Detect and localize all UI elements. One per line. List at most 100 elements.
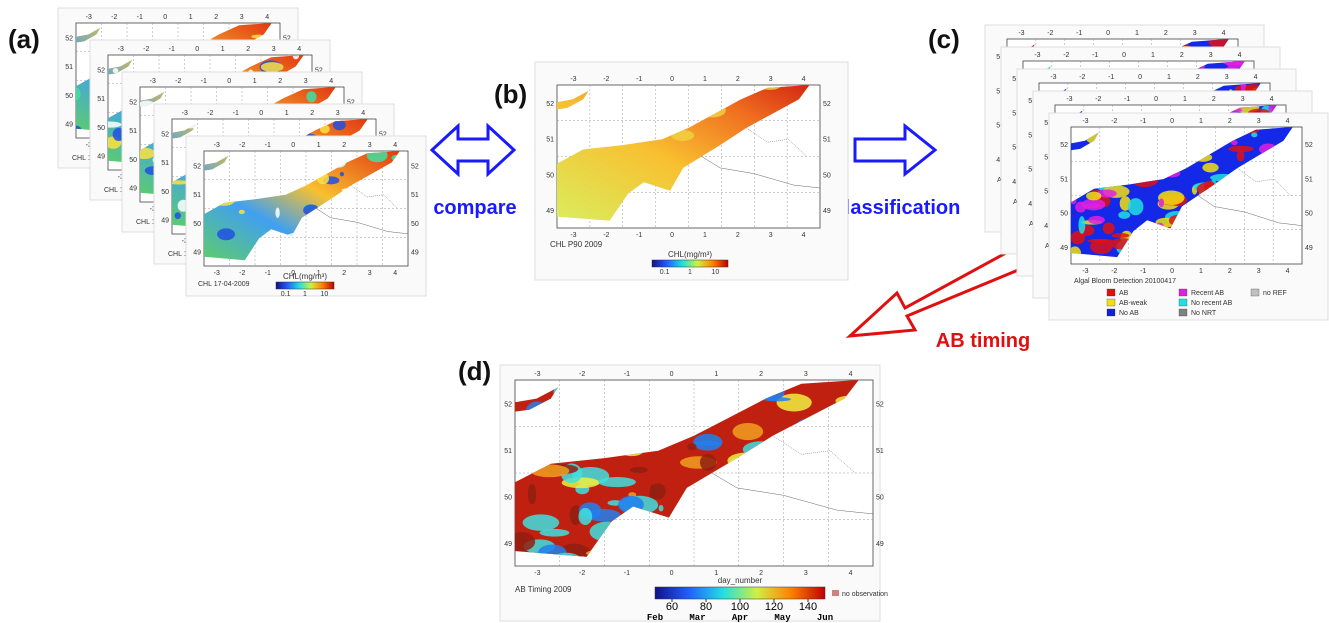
colorbar-tick: 10 [711,269,719,276]
sea-patch [113,68,119,73]
lat-label: 50 [876,494,884,501]
lon-label: 4 [802,232,806,239]
lat-label: 51 [193,192,201,199]
lon-label: 0 [195,46,199,53]
sea-patch [523,514,560,530]
lon-label: 2 [1212,96,1216,103]
sea-patch [261,62,284,72]
sea-patch [340,172,344,176]
lon-label: -1 [624,570,630,577]
lon-label: 3 [1257,268,1261,275]
lon-label: 2 [736,232,740,239]
lon-label: 2 [342,142,346,149]
double-arrow [432,126,514,174]
lon-label: 1 [317,142,321,149]
sea-patch [1078,216,1085,234]
lon-label: -2 [239,270,245,277]
lat-label: 50 [411,221,419,228]
lon-label: -3 [570,76,576,83]
lon-label: -3 [1066,96,1072,103]
lat-label: 51 [411,192,419,199]
colorbar-label: CHL(mg/m³) [668,250,712,259]
legend-label: no observation [842,591,888,598]
lon-label: 1 [1199,118,1203,125]
lon-label: -2 [207,110,213,117]
lon-label: -1 [1140,268,1146,275]
sea-patch [1118,211,1130,219]
colorbar [655,587,825,599]
lat-label: 52 [65,35,73,42]
lon-label: 0 [1154,96,1158,103]
lon-label: -3 [118,46,124,53]
lon-label: 0 [670,232,674,239]
sea-patch [1087,239,1113,243]
lat-label: 51 [504,448,512,455]
lat-label: 52 [411,163,419,170]
lon-label: -3 [1082,118,1088,125]
lon-label: 4 [393,270,397,277]
lon-label: -3 [1018,30,1024,37]
sea-patch [659,505,664,511]
lon-label: -1 [1092,52,1098,59]
lon-label: -1 [624,371,630,378]
lon-label: 4 [297,46,301,53]
lon-label: 0 [670,76,674,83]
lon-label: 4 [1238,52,1242,59]
lat-label: 51 [129,128,137,135]
sea-patch [239,210,245,214]
colorbar-tick: 100 [731,601,749,613]
lon-label: -1 [169,46,175,53]
lon-label: 3 [1193,30,1197,37]
lat-label: 49 [411,250,419,257]
map-caption: CHL 17-04-2009 [198,281,250,288]
sea-patch [217,228,235,240]
lon-label: -3 [1082,268,1088,275]
lat-label: 49 [193,250,201,257]
lon-label: 2 [1228,268,1232,275]
panel-label: (b) [494,79,527,109]
lat-label: 52 [823,101,831,108]
lon-label: -2 [579,570,585,577]
lon-label: 1 [1151,52,1155,59]
legend-title: Algal Bloom Detection 20100417 [1074,278,1176,285]
legend-label: AB [1119,290,1129,297]
lat-label: 49 [1060,245,1068,252]
lon-label: 0 [670,570,674,577]
lon-label: 1 [714,371,718,378]
lon-label: -3 [86,14,92,21]
lat-label: 52 [193,163,201,170]
lon-label: 4 [1270,96,1274,103]
legend-swatch [1179,299,1187,306]
colorbar-tick: 1 [688,269,692,276]
sea-patch [687,443,696,450]
lon-label: 3 [769,76,773,83]
lon-label: 4 [802,76,806,83]
panel-label: (a) [8,24,40,54]
legend-swatch [832,590,839,596]
lon-label: 4 [1286,268,1290,275]
lon-label: 4 [1254,74,1258,81]
legend-label: No NRT [1191,310,1217,317]
lon-label: 2 [1180,52,1184,59]
lon-label: 0 [163,14,167,21]
lat-label: 52 [876,401,884,408]
lat-label: 51 [1060,176,1068,183]
lon-label: -1 [201,78,207,85]
lat-label: 50 [546,172,554,179]
legend-swatch [1107,289,1115,296]
lon-label: 2 [759,371,763,378]
lon-label: 0 [1106,30,1110,37]
sea-patch [306,91,316,102]
lat-label: 49 [161,218,169,225]
lon-label: 3 [304,78,308,85]
lon-label: -1 [265,142,271,149]
lon-label: 2 [342,270,346,277]
colorbar-tick: 80 [700,601,712,613]
map-caption: CHL 1 [72,155,92,162]
lon-label: -2 [1111,118,1117,125]
lat-label: 49 [1305,245,1313,252]
lon-label: 1 [703,76,707,83]
lon-label: -2 [1095,96,1101,103]
